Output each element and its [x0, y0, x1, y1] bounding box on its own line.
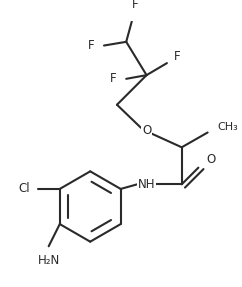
Text: Cl: Cl [19, 183, 30, 195]
Text: F: F [132, 0, 139, 11]
Text: O: O [207, 153, 216, 166]
Text: F: F [174, 50, 180, 63]
Text: F: F [88, 39, 95, 52]
Text: H₂N: H₂N [38, 254, 60, 267]
Text: NH: NH [138, 178, 155, 191]
Text: F: F [110, 72, 117, 85]
Text: CH₃: CH₃ [217, 122, 238, 132]
Text: O: O [142, 124, 151, 137]
